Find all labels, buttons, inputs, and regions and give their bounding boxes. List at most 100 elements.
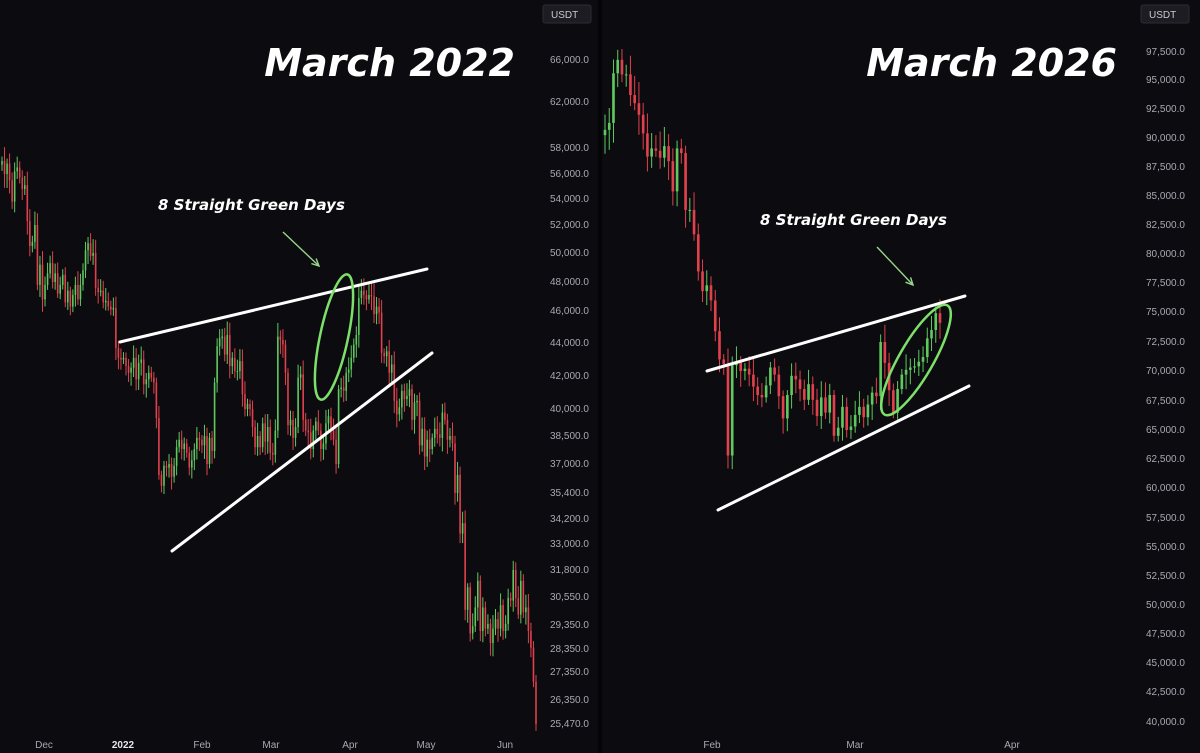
candle-body bbox=[439, 434, 441, 438]
y-tick-label: 54,000.0 bbox=[550, 194, 589, 205]
y-tick-label: 90,000.0 bbox=[1146, 133, 1185, 144]
candle-body bbox=[234, 357, 236, 372]
y-tick-label: 85,000.0 bbox=[1146, 191, 1185, 202]
candle-body bbox=[502, 605, 504, 631]
candle-body bbox=[428, 439, 431, 450]
candle-body bbox=[436, 428, 439, 435]
y-tick-label: 60,000.0 bbox=[1146, 483, 1185, 494]
y-tick-label: 97,500.0 bbox=[1146, 47, 1185, 58]
y-tick-label: 37,000.0 bbox=[550, 459, 589, 470]
candle-body bbox=[360, 290, 363, 298]
y-tick-label: 72,500.0 bbox=[1146, 337, 1185, 348]
candle-body bbox=[269, 427, 272, 453]
candle-body bbox=[900, 374, 904, 389]
candle-body bbox=[629, 74, 632, 96]
candle-body bbox=[512, 570, 515, 601]
candle-body bbox=[347, 369, 350, 373]
candle-body bbox=[841, 406, 844, 428]
candle-body bbox=[221, 336, 223, 339]
y-tick-label: 52,500.0 bbox=[1146, 571, 1185, 582]
candle-body bbox=[917, 361, 921, 367]
candle-body bbox=[385, 351, 388, 357]
candle-body bbox=[675, 148, 679, 192]
candle-body bbox=[764, 385, 768, 398]
x-tick-label: Feb bbox=[193, 740, 211, 751]
candle-body bbox=[426, 439, 428, 457]
candle-body bbox=[3, 161, 6, 174]
candle-body bbox=[21, 177, 24, 189]
candle-body bbox=[231, 357, 234, 367]
y-tick-label: 35,400.0 bbox=[550, 488, 589, 499]
candle-body bbox=[302, 374, 304, 420]
currency-badge-box bbox=[1140, 4, 1190, 24]
candle-body bbox=[155, 382, 158, 418]
candle-body bbox=[688, 209, 692, 211]
candle-body bbox=[337, 389, 340, 464]
y-tick-label: 33,000.0 bbox=[550, 539, 589, 550]
candle-body bbox=[777, 374, 781, 397]
candle-body bbox=[94, 253, 97, 288]
candle-body bbox=[798, 379, 802, 389]
annotation-text: 8 Straight Green Days bbox=[158, 196, 345, 214]
candle-body bbox=[350, 357, 353, 370]
candle-body bbox=[469, 587, 471, 634]
currency-badge-box bbox=[542, 4, 592, 24]
candle-body bbox=[140, 359, 142, 363]
candle-body bbox=[89, 243, 92, 256]
x-tick-label: Mar bbox=[846, 740, 864, 751]
candle-body bbox=[193, 449, 196, 461]
candle-body bbox=[150, 372, 153, 378]
candle-body bbox=[474, 607, 477, 627]
candle-body bbox=[31, 241, 34, 246]
candle-body bbox=[363, 290, 365, 296]
candle-body bbox=[444, 412, 446, 420]
candle-body bbox=[641, 114, 645, 134]
candle-body bbox=[191, 460, 193, 468]
candle-body bbox=[294, 427, 297, 438]
candle-body bbox=[747, 368, 751, 375]
candle-body bbox=[517, 598, 520, 615]
candle-body bbox=[892, 390, 895, 413]
y-tick-label: 66,000.0 bbox=[550, 55, 589, 66]
y-tick-label: 48,000.0 bbox=[550, 277, 589, 288]
candle-body bbox=[163, 465, 165, 486]
candle-body bbox=[44, 284, 46, 300]
candle-body bbox=[482, 607, 484, 631]
candle-body bbox=[135, 357, 137, 380]
candle-body bbox=[375, 306, 378, 315]
candle-body bbox=[459, 474, 461, 534]
y-tick-label: 80,000.0 bbox=[1146, 249, 1185, 260]
green-days-highlight bbox=[313, 273, 355, 401]
annotation-text: 8 Straight Green Days bbox=[760, 211, 947, 229]
candle-body bbox=[107, 300, 110, 307]
candle-body bbox=[504, 623, 507, 631]
candle-body bbox=[180, 439, 183, 450]
candle-body bbox=[828, 395, 832, 413]
candle-body bbox=[241, 361, 244, 395]
candle-body bbox=[261, 423, 264, 448]
candle-body bbox=[471, 626, 474, 634]
candle-body bbox=[218, 338, 221, 347]
candle-body bbox=[345, 372, 347, 391]
candle-body bbox=[335, 439, 337, 464]
candle-body bbox=[39, 264, 41, 285]
annotation-arrow-head bbox=[905, 277, 915, 287]
candle-body bbox=[866, 404, 870, 418]
candle-body bbox=[786, 395, 789, 419]
candle-body bbox=[650, 148, 653, 157]
candle-body bbox=[297, 377, 299, 427]
candle-body bbox=[125, 357, 127, 367]
candle-body bbox=[403, 390, 406, 400]
candle-body bbox=[811, 384, 815, 400]
candle-body bbox=[756, 386, 759, 395]
candle-body bbox=[527, 607, 530, 631]
candle-body bbox=[46, 273, 49, 285]
candle-body bbox=[289, 419, 292, 426]
candle-body bbox=[312, 430, 315, 450]
candle-body bbox=[117, 347, 120, 358]
candle-body bbox=[365, 295, 368, 300]
candle-body bbox=[368, 295, 370, 300]
candle-body bbox=[858, 406, 861, 415]
y-tick-label: 45,000.0 bbox=[1146, 658, 1185, 669]
